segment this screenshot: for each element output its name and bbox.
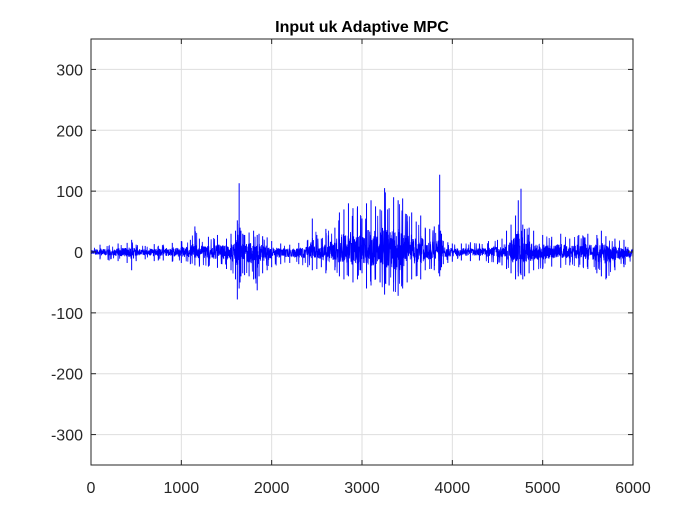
x-tick-label: 6000 bbox=[615, 480, 651, 497]
y-tick-label: 300 bbox=[56, 62, 83, 79]
x-tick-label: 0 bbox=[87, 480, 96, 497]
y-tick-label: -300 bbox=[51, 428, 83, 445]
x-tick-label: 1000 bbox=[164, 480, 200, 497]
y-tick-label: 0 bbox=[74, 245, 83, 262]
chart-title: Input uk Adaptive MPC bbox=[275, 19, 449, 36]
y-tick-label: 100 bbox=[56, 184, 83, 201]
x-tick-label: 3000 bbox=[344, 480, 380, 497]
x-tick-labels: 0 1000 2000 3000 4000 5000 6000 bbox=[87, 480, 651, 497]
y-tick-labels: -300 -200 -100 0 100 200 300 bbox=[51, 62, 83, 444]
y-tick-label: -100 bbox=[51, 306, 83, 323]
x-tick-label: 5000 bbox=[525, 480, 561, 497]
axis-ticks bbox=[90, 39, 634, 465]
y-tick-label: -200 bbox=[51, 367, 83, 384]
x-tick-label: 2000 bbox=[254, 480, 290, 497]
x-tick-label: 4000 bbox=[435, 480, 471, 497]
y-tick-label: 200 bbox=[56, 123, 83, 140]
signal-trace bbox=[90, 174, 634, 300]
